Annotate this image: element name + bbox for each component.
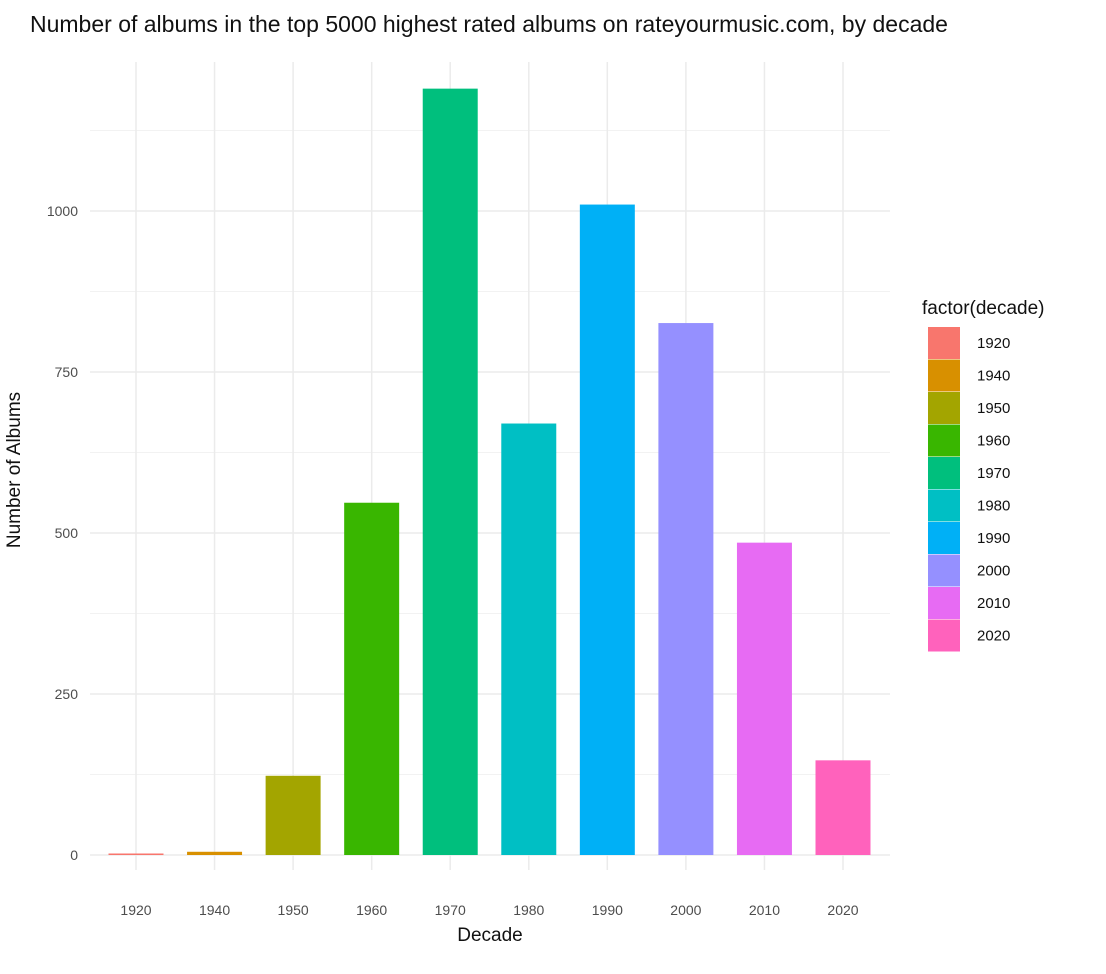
legend-key-1920: [928, 327, 960, 359]
legend-key-1990: [928, 522, 960, 554]
x-tick-label: 2000: [670, 902, 701, 918]
bar-1970: [422, 88, 478, 855]
legend-key-1970: [928, 457, 960, 489]
legend-key-2000: [928, 554, 960, 587]
legend-label: 2000: [977, 563, 1010, 580]
bar-2010: [736, 542, 792, 855]
y-tick-label: 750: [55, 364, 79, 380]
bar-1950: [265, 775, 321, 855]
legend-key-1980: [928, 489, 960, 522]
legend-key-2020: [928, 619, 960, 652]
legend-label: 1920: [977, 335, 1010, 352]
y-axis-title: Number of Albums: [4, 392, 25, 548]
legend-key-1950: [928, 392, 960, 424]
y-axis-ticks: 0 250 500 750 1000: [47, 203, 78, 863]
x-tick-label: 1980: [513, 902, 544, 918]
x-tick-label: 2010: [749, 902, 780, 918]
bar-2000: [658, 323, 714, 855]
legend-key-1960: [928, 424, 960, 457]
y-tick-label: 0: [70, 847, 78, 863]
bar-1960: [344, 502, 400, 855]
bars: [108, 88, 871, 855]
y-tick-label: 500: [55, 525, 79, 541]
legend-label: 2010: [977, 595, 1010, 612]
chart-title: Number of albums in the top 5000 highest…: [30, 11, 948, 37]
bar-1980: [501, 423, 557, 855]
y-tick-label: 1000: [47, 203, 78, 219]
legend: factor(decade) 1920 1940 1950 1960 1970 1980 1…: [922, 298, 1045, 652]
legend-label: 1980: [977, 498, 1010, 515]
legend-key-1940: [928, 359, 960, 392]
legend-key-2010: [928, 587, 960, 619]
legend-label: 1940: [977, 368, 1010, 385]
x-tick-label: 1990: [592, 902, 623, 918]
x-tick-label: 1950: [278, 902, 309, 918]
legend-label: 1950: [977, 400, 1010, 417]
y-tick-label: 250: [55, 686, 79, 702]
x-axis-title: Decade: [457, 925, 523, 946]
x-axis-ticks: 1920 1940 1950 1960 1970 1980 1990 2000 2010 2020: [120, 902, 858, 918]
legend-label: 1970: [977, 465, 1010, 482]
x-tick-label: 1970: [435, 902, 466, 918]
legend-title: factor(decade): [922, 298, 1045, 319]
legend-label: 1960: [977, 433, 1010, 450]
bar-2020: [815, 760, 871, 855]
bar-1990: [579, 204, 635, 855]
bar-1920: [108, 853, 164, 855]
legend-label: 1990: [977, 530, 1010, 547]
legend-label: 2020: [977, 628, 1010, 645]
x-tick-label: 2020: [827, 902, 858, 918]
x-tick-label: 1960: [356, 902, 387, 918]
x-tick-label: 1920: [120, 902, 151, 918]
bar-1940: [187, 851, 243, 855]
x-tick-label: 1940: [199, 902, 230, 918]
